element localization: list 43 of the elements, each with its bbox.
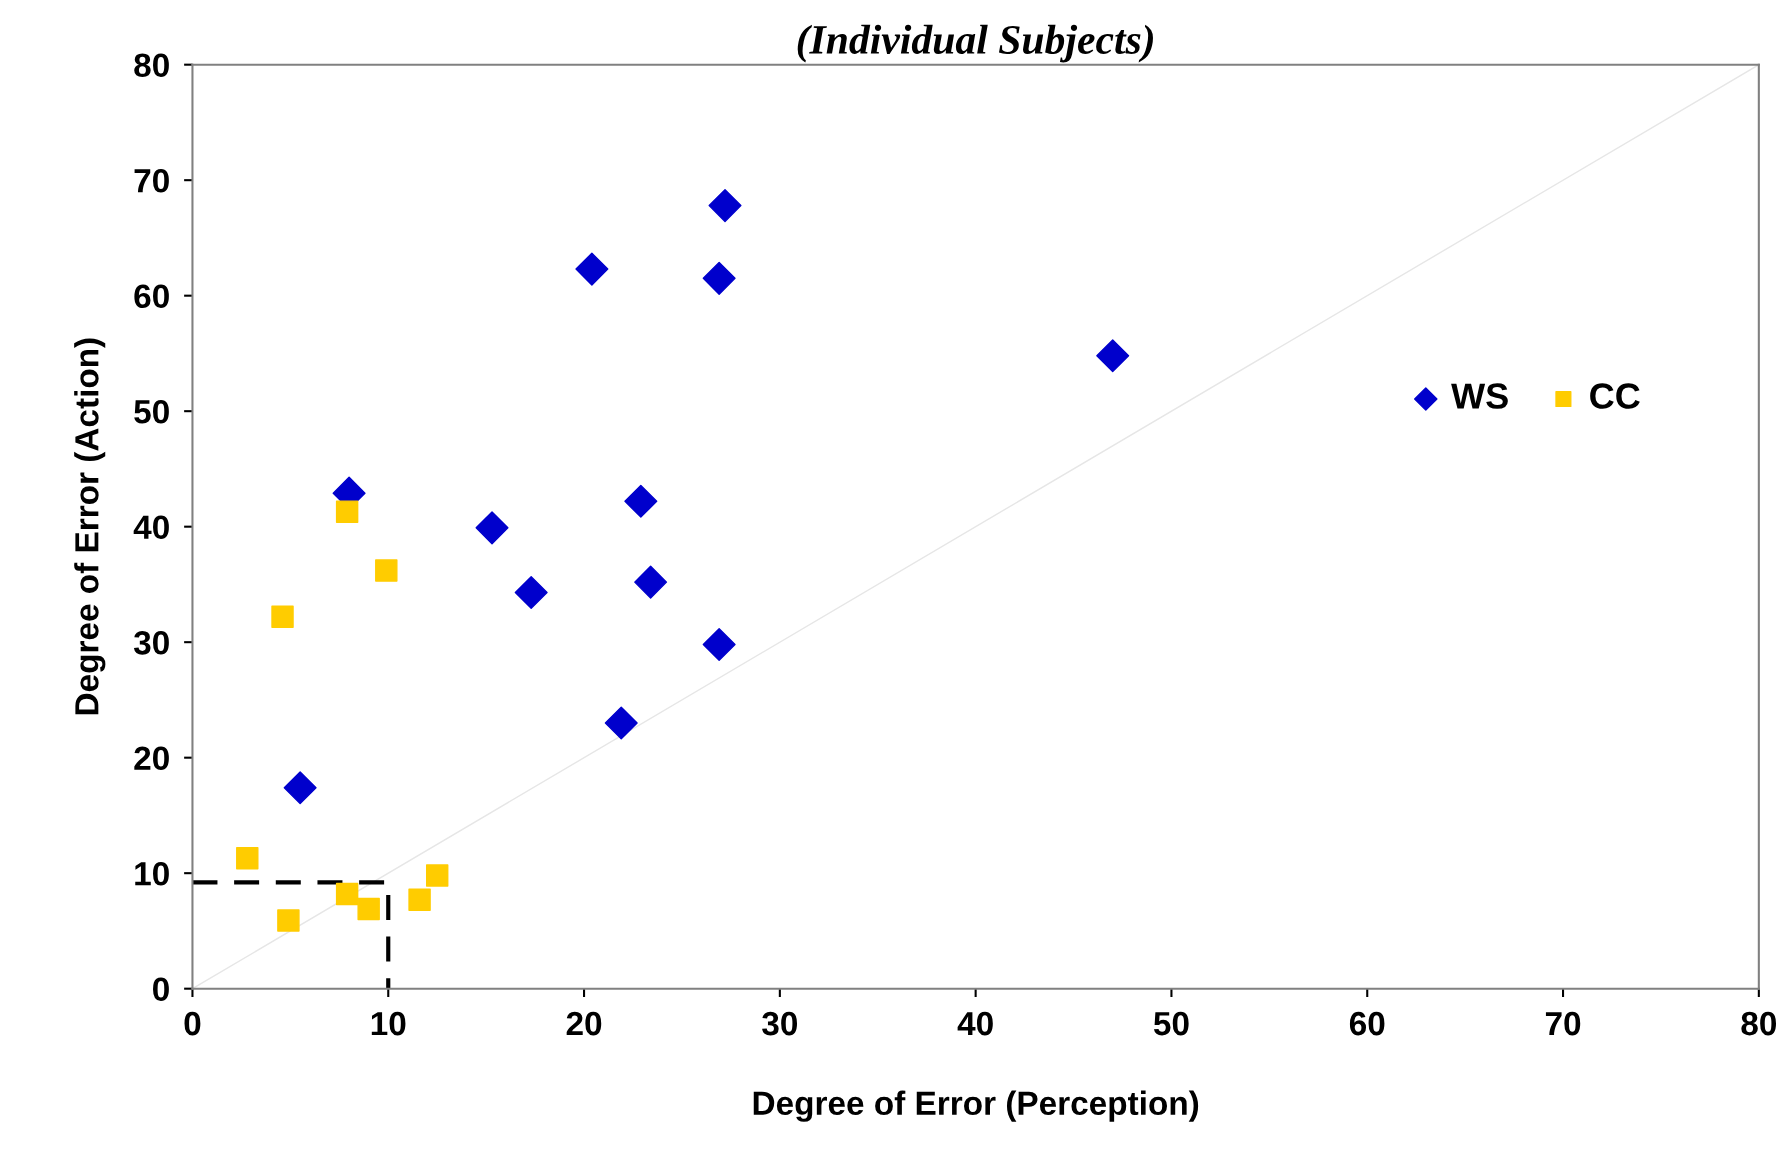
chart-title: (Individual Subjects) xyxy=(797,24,1153,63)
x-tick-label: 30 xyxy=(762,1011,798,1036)
point xyxy=(702,261,736,295)
y-tick-label: 50 xyxy=(134,399,169,424)
point xyxy=(335,500,359,523)
y-tick-label: 70 xyxy=(134,168,169,193)
y-tick-label: 20 xyxy=(134,746,169,771)
x-tick-label: 80 xyxy=(1741,1011,1777,1036)
point xyxy=(271,605,294,628)
y-tick-label: 30 xyxy=(133,630,169,655)
x-axis-title: Degree of Error (Perception) xyxy=(753,1090,1199,1122)
point xyxy=(425,864,449,887)
point xyxy=(702,627,736,662)
point xyxy=(335,882,359,906)
point xyxy=(475,511,509,545)
y-tick-label: 0 xyxy=(153,977,169,1002)
y-tick-label: 80 xyxy=(134,53,169,78)
x-tick-label: 60 xyxy=(1349,1011,1385,1036)
x-tick-label: 20 xyxy=(566,1011,602,1036)
x-tick-label: 10 xyxy=(371,1011,406,1036)
x-tick-label: 50 xyxy=(1153,1011,1189,1036)
point xyxy=(575,252,609,286)
point xyxy=(277,909,300,932)
y-tick-label: 10 xyxy=(135,861,169,886)
point xyxy=(514,575,548,610)
x-tick-label: 40 xyxy=(957,1011,993,1036)
point xyxy=(708,189,742,223)
point xyxy=(634,565,668,599)
point xyxy=(283,771,317,805)
y-axis-title: Degree of Error (Action) xyxy=(74,338,106,715)
point xyxy=(357,897,380,921)
point xyxy=(1096,339,1130,373)
point xyxy=(236,846,259,870)
x-tick-label: 0 xyxy=(184,1011,201,1036)
x-tick-label: 70 xyxy=(1545,1011,1581,1036)
legend-label: CC xyxy=(1590,383,1640,409)
y-tick-label: 60 xyxy=(134,284,169,309)
point xyxy=(408,888,431,911)
point xyxy=(375,559,398,582)
legend-label: WS xyxy=(1451,383,1508,409)
point xyxy=(604,706,638,740)
point xyxy=(624,484,658,518)
y-tick-label: 40 xyxy=(133,515,169,540)
